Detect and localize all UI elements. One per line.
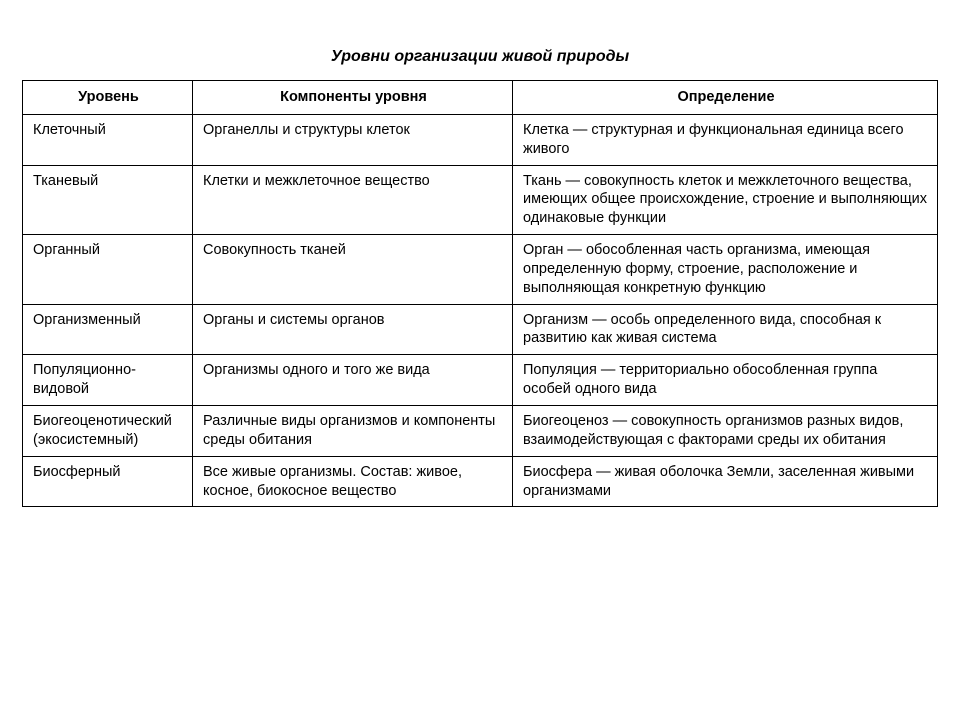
cell-definition: Популяция — территориально обособлен­ная… xyxy=(513,355,938,406)
cell-definition: Биогеоценоз — совокупность организмов ра… xyxy=(513,405,938,456)
cell-components: Организмы одного и того же вида xyxy=(193,355,513,406)
page: Уровни организации живой природы Уровень… xyxy=(0,0,960,720)
table-row: Биогеоценотиче­ский (экосистем­ный) Разл… xyxy=(23,405,938,456)
table-row: Органный Совокупность тканей Орган — обо… xyxy=(23,235,938,305)
cell-level: Популяционно-видовой xyxy=(23,355,193,406)
col-header-level: Уровень xyxy=(23,81,193,115)
col-header-components: Компоненты уровня xyxy=(193,81,513,115)
cell-components: Совокупность тканей xyxy=(193,235,513,305)
cell-definition: Биосфера — живая оболочка Земли, заселен… xyxy=(513,456,938,507)
col-header-definition: Определение xyxy=(513,81,938,115)
cell-level: Тканевый xyxy=(23,165,193,235)
cell-level: Биосферный xyxy=(23,456,193,507)
cell-definition: Клетка — структурная и функциональная ед… xyxy=(513,114,938,165)
page-title: Уровни организации живой природы xyxy=(22,48,938,66)
levels-table: Уровень Компоненты уровня Определение Кл… xyxy=(22,80,938,507)
table-row: Организменный Органы и системы органов О… xyxy=(23,304,938,355)
cell-components: Клетки и межклеточное вещество xyxy=(193,165,513,235)
cell-level: Органный xyxy=(23,235,193,305)
cell-components: Все живые организмы. Состав: жи­вое, кос… xyxy=(193,456,513,507)
table-row: Биосферный Все живые организмы. Состав: … xyxy=(23,456,938,507)
cell-definition: Организм — особь определенного вида, спо… xyxy=(513,304,938,355)
cell-components: Органы и системы органов xyxy=(193,304,513,355)
cell-definition: Орган — обособленная часть организма, им… xyxy=(513,235,938,305)
cell-level: Биогеоценотиче­ский (экосистем­ный) xyxy=(23,405,193,456)
table-row: Клеточный Органеллы и структуры клеток К… xyxy=(23,114,938,165)
cell-level: Клеточный xyxy=(23,114,193,165)
cell-level: Организменный xyxy=(23,304,193,355)
cell-components: Различные виды организмов и компоненты с… xyxy=(193,405,513,456)
cell-components: Органеллы и структуры клеток xyxy=(193,114,513,165)
table-row: Тканевый Клетки и межклеточное вещество … xyxy=(23,165,938,235)
table-header-row: Уровень Компоненты уровня Определение xyxy=(23,81,938,115)
cell-definition: Ткань — совокупность клеток и межклеточ­… xyxy=(513,165,938,235)
table-row: Популяционно-видовой Организмы одного и … xyxy=(23,355,938,406)
